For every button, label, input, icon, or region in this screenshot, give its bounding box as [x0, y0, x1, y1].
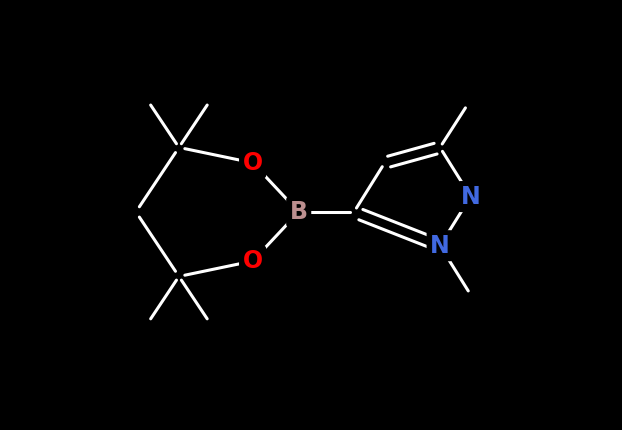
Text: N: N — [430, 234, 450, 258]
Text: O: O — [243, 151, 262, 175]
Text: B: B — [290, 200, 308, 224]
Text: N: N — [461, 184, 481, 209]
Text: O: O — [243, 249, 262, 273]
